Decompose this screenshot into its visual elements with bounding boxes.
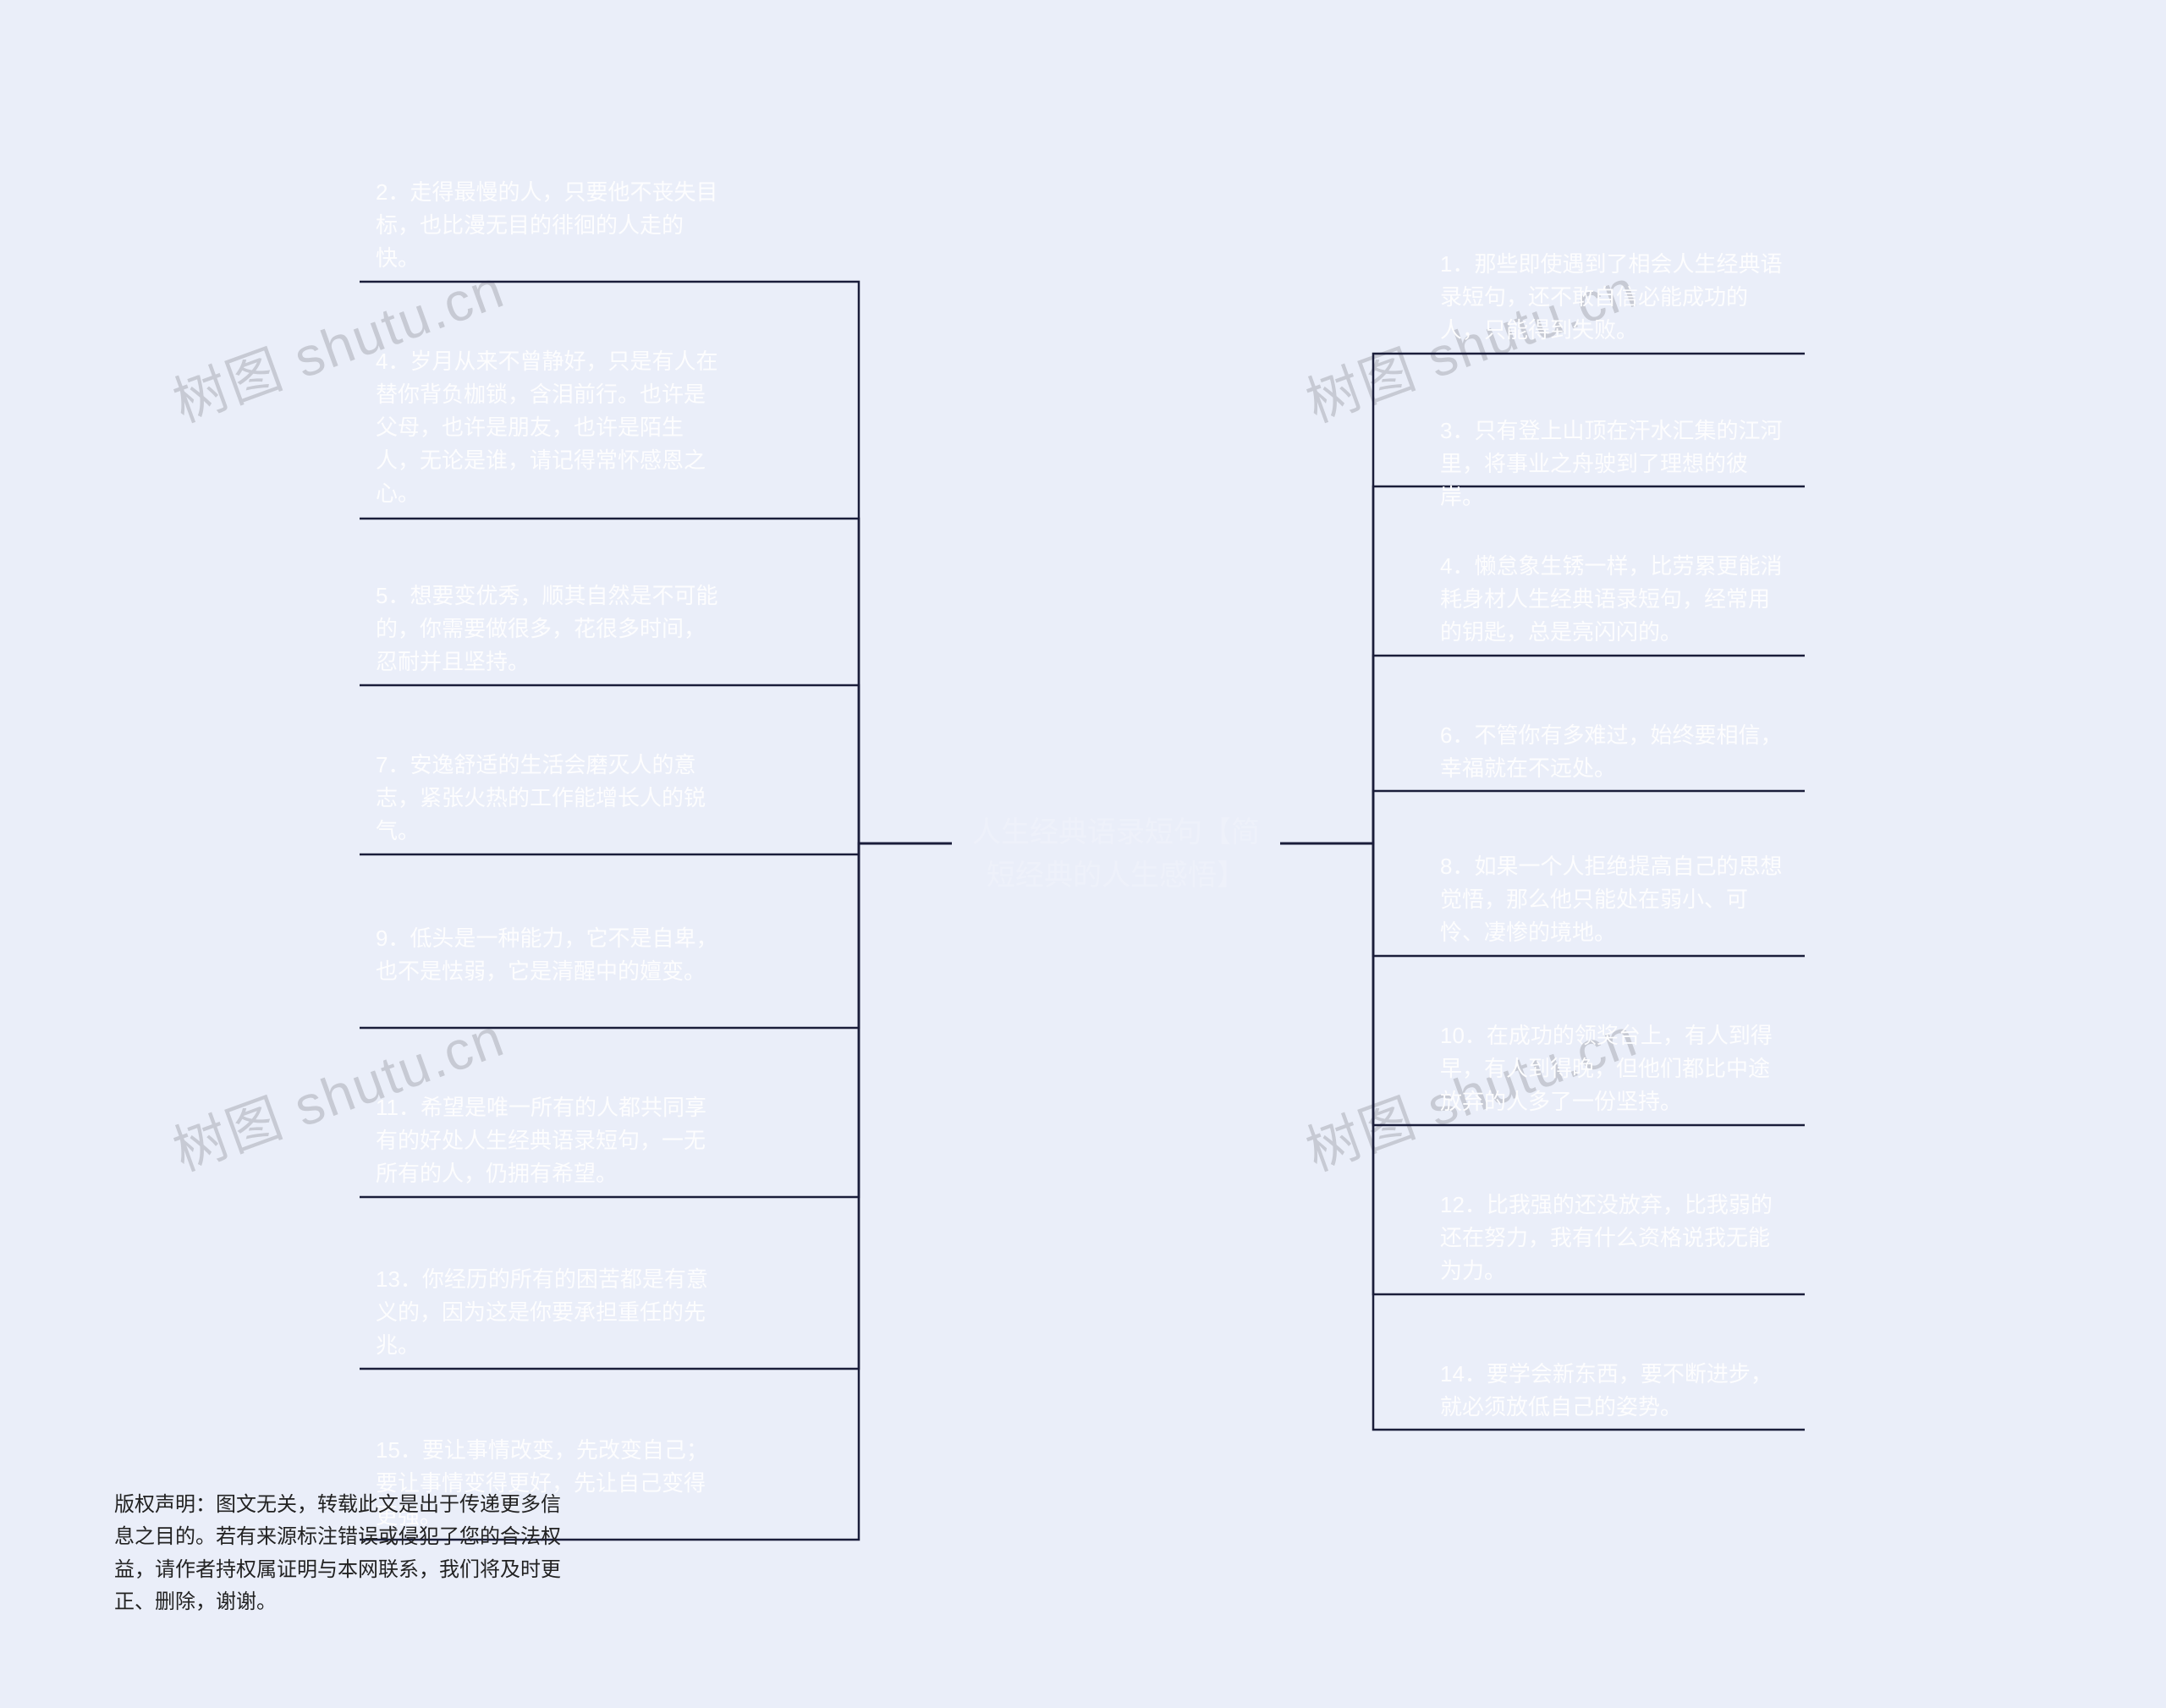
copyright-text: 版权声明：图文无关，转载此文是出于传递更多信息之目的。若有来源标注错误或侵犯了您… bbox=[114, 1493, 561, 1613]
node-text: 13．你经历的所有的困苦都是有意义的，因为这是你要承担重任的先兆。 bbox=[376, 1266, 708, 1358]
right-node: 3．只有登上山顶在汗水汇集的江河里，将事业之舟驶到了理想的彼岸。 bbox=[1424, 402, 1805, 526]
left-node: 4．岁月从来不曾静好，只是有人在替你背负枷锁，含泪前行。也许是父母，也许是朋友，… bbox=[360, 332, 740, 523]
left-node: 2．走得最慢的人，只要他不丧失目标，也比漫无目的徘徊的人走的快。 bbox=[360, 163, 740, 288]
left-node: 5．想要变优秀，顺其自然是不可能的，你需要做很多，花很多时间，忍耐并且坚持。 bbox=[360, 567, 740, 691]
node-text: 3．只有登上山顶在汗水汇集的江河里，将事业之舟驶到了理想的彼岸。 bbox=[1440, 418, 1782, 509]
left-node: 11．希望是唯一所有的人都共同享有的好处人生经典语录短句，一无所有的人，仍拥有希… bbox=[360, 1079, 740, 1203]
node-text: 8．如果一个人拒绝提高自己的思想觉悟，那么他只能处在弱小、可怜、凄惨的境地。 bbox=[1440, 854, 1782, 945]
right-node: 6．不管你有多难过，始终要相信，幸福就在不远处。 bbox=[1424, 706, 1805, 798]
right-node: 10．在成功的领奖台上，有人到得早，有人到得晚，但他们都比中途放弃的人多了一份坚… bbox=[1424, 1007, 1805, 1131]
node-text: 12．比我强的还没放弃，比我弱的还在努力，我有什么资格说我无能为力。 bbox=[1440, 1192, 1773, 1283]
node-text: 14．要学会新东西，要不断进步，就必须放低自己的姿势。 bbox=[1440, 1361, 1773, 1420]
node-text: 6．不管你有多难过，始终要相信，幸福就在不远处。 bbox=[1440, 722, 1782, 781]
left-node: 13．你经历的所有的困苦都是有意义的，因为这是你要承担重任的先兆。 bbox=[360, 1250, 740, 1375]
node-text: 1．那些即使遇到了相会人生经典语录短句，还不敢自信必能成功的人，只能得到失败。 bbox=[1440, 251, 1782, 343]
node-text: 7．安逸舒适的生活会磨灭人的意志，紧张火热的工作能增长人的锐气。 bbox=[376, 752, 706, 843]
right-node: 8．如果一个人拒绝提高自己的思想觉悟，那么他只能处在弱小、可怜、凄惨的境地。 bbox=[1424, 838, 1805, 962]
center-topic-label: 人生经典语录短句【简短经典的人生感悟】 bbox=[972, 816, 1260, 892]
right-node: 14．要学会新东西，要不断进步，就必须放低自己的姿势。 bbox=[1424, 1345, 1805, 1436]
right-node: 1．那些即使遇到了相会人生经典语录短句，还不敢自信必能成功的人，只能得到失败。 bbox=[1424, 235, 1805, 360]
left-node: 7．安逸舒适的生活会磨灭人的意志，紧张火热的工作能增长人的锐气。 bbox=[360, 736, 740, 860]
right-node: 4．懒怠象生锈一样，比劳累更能消耗身材人生经典语录短句，经常用的钥匙，总是亮闪闪… bbox=[1424, 537, 1805, 662]
node-text: 2．走得最慢的人，只要他不丧失目标，也比漫无目的徘徊的人走的快。 bbox=[376, 179, 717, 271]
diagram-canvas: 树图 shutu.cn 树图 shutu.cn 树图 shutu.cn 树图 s… bbox=[0, 0, 2166, 1708]
node-text: 4．岁月从来不曾静好，只是有人在替你背负枷锁，含泪前行。也许是父母，也许是朋友，… bbox=[376, 349, 717, 506]
node-text: 9．低头是一种能力，它不是自卑，也不是怯弱，它是清醒中的嬗变。 bbox=[376, 925, 717, 984]
center-topic: 人生经典语录短句【简短经典的人生感悟】 bbox=[952, 797, 1280, 912]
copyright-notice: 版权声明：图文无关，转载此文是出于传递更多信息之目的。若有来源标注错误或侵犯了您… bbox=[114, 1489, 563, 1619]
right-node: 12．比我强的还没放弃，比我弱的还在努力，我有什么资格说我无能为力。 bbox=[1424, 1176, 1805, 1300]
node-text: 4．懒怠象生锈一样，比劳累更能消耗身材人生经典语录短句，经常用的钥匙，总是亮闪闪… bbox=[1440, 553, 1782, 645]
node-text: 10．在成功的领奖台上，有人到得早，有人到得晚，但他们都比中途放弃的人多了一份坚… bbox=[1440, 1023, 1773, 1114]
left-node: 9．低头是一种能力，它不是自卑，也不是怯弱，它是清醒中的嬗变。 bbox=[360, 909, 740, 1001]
node-text: 11．希望是唯一所有的人都共同享有的好处人生经典语录短句，一无所有的人，仍拥有希… bbox=[376, 1095, 706, 1186]
node-text: 5．想要变优秀，顺其自然是不可能的，你需要做很多，花很多时间，忍耐并且坚持。 bbox=[376, 583, 717, 674]
